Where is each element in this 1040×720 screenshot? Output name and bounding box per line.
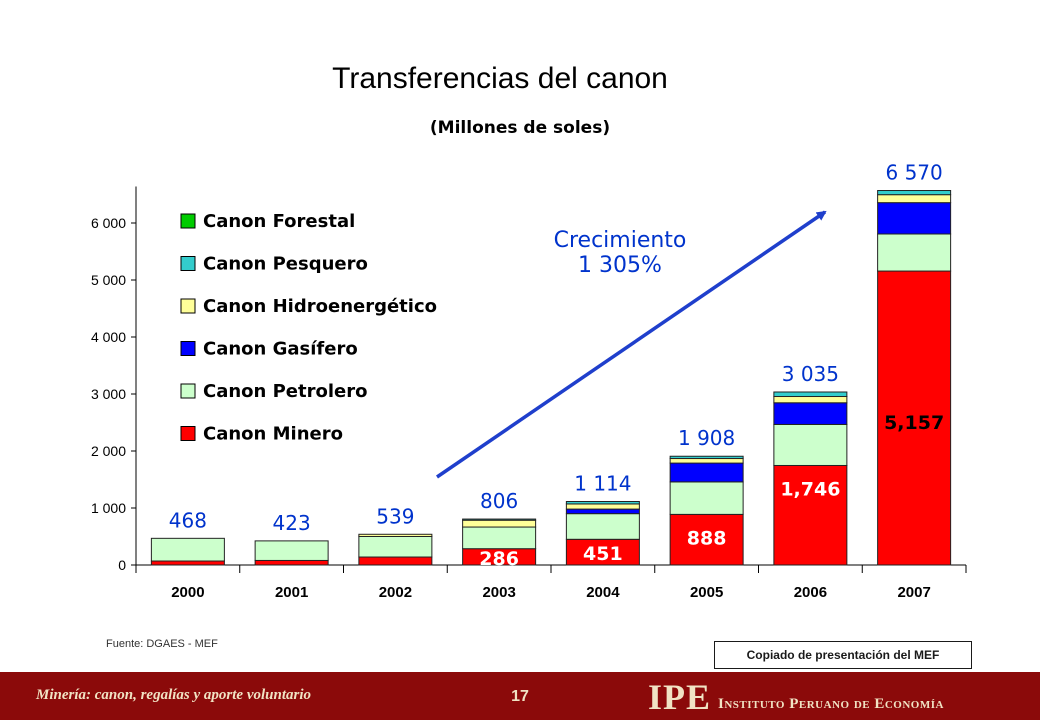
stacked-bar-chart: 0 1 000 2 000 3 000 4 000 5 000 6 000 2000 2001 2… [91,161,967,601]
bar-canon-gasifero-2007 [877,202,952,235]
legend-swatch [180,298,196,314]
bar-canon-minero-2002 [358,556,433,566]
bar-canon-gasifero-2006 [773,402,848,425]
bar-canon-hidroenergetico-2002 [358,533,433,537]
total-label-2006: 3 035 [782,362,839,386]
bar-canon-hidroenergetico-2006 [773,396,848,404]
bar-canon-minero-2000 [150,560,225,566]
bar-canon-hidroenergetico-2005 [669,458,744,464]
total-label-2005: 1 908 [678,426,735,450]
legend-swatch [180,341,196,356]
x-tick-label: 2006 [794,584,827,601]
x-tick-label: 2002 [379,584,412,601]
bar-canon-pesquero-2003 [462,518,537,521]
minero-label-2005: 888 [687,527,727,549]
bar-canon-petrolero-2005 [669,481,744,515]
y-tick-label: 0 [118,557,126,573]
annotation-line2: 1 305% [578,253,662,278]
bar-canon-hidroenergetico-2003 [462,519,537,528]
growth-arrow [436,210,827,479]
bar-canon-minero-2004 [565,538,640,566]
y-tick-label: 5 000 [91,272,126,288]
minero-label-2004: 451 [583,543,623,565]
bar-canon-pesquero-2005 [669,455,744,460]
bar-canon-petrolero-2002 [358,536,433,558]
legend-swatch [180,213,196,229]
bar-canon-petrolero-2007 [877,233,952,272]
bar-canon-pesquero-2006 [773,391,848,398]
bar-canon-hidroenergetico-2004 [565,503,640,510]
footer-caption: Minería: canon, regalías y aporte volunt… [36,687,312,703]
legend-swatch [180,426,196,441]
total-label-2003: 806 [480,489,518,513]
bar-canon-minero-2006 [773,464,848,566]
bar-canon-minero-2001 [254,559,329,566]
bar-canon-petrolero-2001 [254,540,329,561]
bar-canon-minero-2005 [669,513,744,566]
bar-canon-pesquero-2004 [565,501,640,505]
x-tick-label: 2003 [482,584,515,601]
legend-label: Canon Forestal [203,211,355,232]
legend-label: Canon Pesquero [203,254,368,275]
y-tick-label: 6 000 [91,215,126,231]
source-note: Fuente: DGAES - MEF [106,638,218,650]
x-tick-label: 2000 [171,584,204,601]
legend-swatch [180,383,196,399]
bar-canon-gasifero-2004 [565,508,640,515]
minero-label-2006: 1,746 [780,478,840,500]
y-tick-label: 4 000 [91,329,126,345]
legend-swatch [180,256,196,271]
total-label-2004: 1 114 [574,472,631,496]
y-tick-label: 3 000 [91,386,126,402]
x-tick-label: 2004 [586,584,620,601]
chart-title: Transferencias del canon [332,62,668,95]
bar-canon-petrolero-2004 [565,513,640,540]
institute-name: Instituto Peruano de Economía [718,696,944,712]
ipe-logo: IPE [648,677,712,717]
page-number: 17 [511,688,529,705]
footer-bar: Minería: canon, regalías y aporte volunt… [0,672,1040,720]
minero-label-2007: 5,157 [884,412,944,434]
legend-label: Canon Minero [203,424,343,445]
legend-label: Canon Gasífero [203,339,358,360]
minero-label-2003: 286 [479,548,519,570]
bar-canon-gasifero-2005 [669,462,744,483]
total-label-2000: 468 [169,508,207,532]
x-tick-label: 2001 [275,584,308,601]
bar-canon-minero-2007 [877,270,952,566]
total-label-2002: 539 [376,504,414,528]
bar-canon-pesquero-2007 [877,190,952,196]
bar-canon-petrolero-2006 [773,423,848,466]
annotation-line1: Crecimiento [554,228,687,253]
total-label-2007: 6 570 [885,161,942,185]
x-tick-label: 2005 [690,584,723,601]
x-tick-label: 2007 [897,584,930,601]
legend-label: Canon Hidroenergético [203,296,437,317]
y-tick-label: 2 000 [91,443,126,459]
bar-canon-hidroenergetico-2007 [877,194,952,204]
chart-subtitle: (Millones de soles) [429,118,611,138]
y-tick-label: 1 000 [91,500,126,516]
bar-canon-petrolero-2000 [150,537,225,562]
copied-note: Copiado de presentación del MEF [714,641,972,669]
legend-label: Canon Petrolero [203,381,368,402]
total-label-2001: 423 [273,511,311,535]
bar-canon-petrolero-2003 [462,526,537,550]
